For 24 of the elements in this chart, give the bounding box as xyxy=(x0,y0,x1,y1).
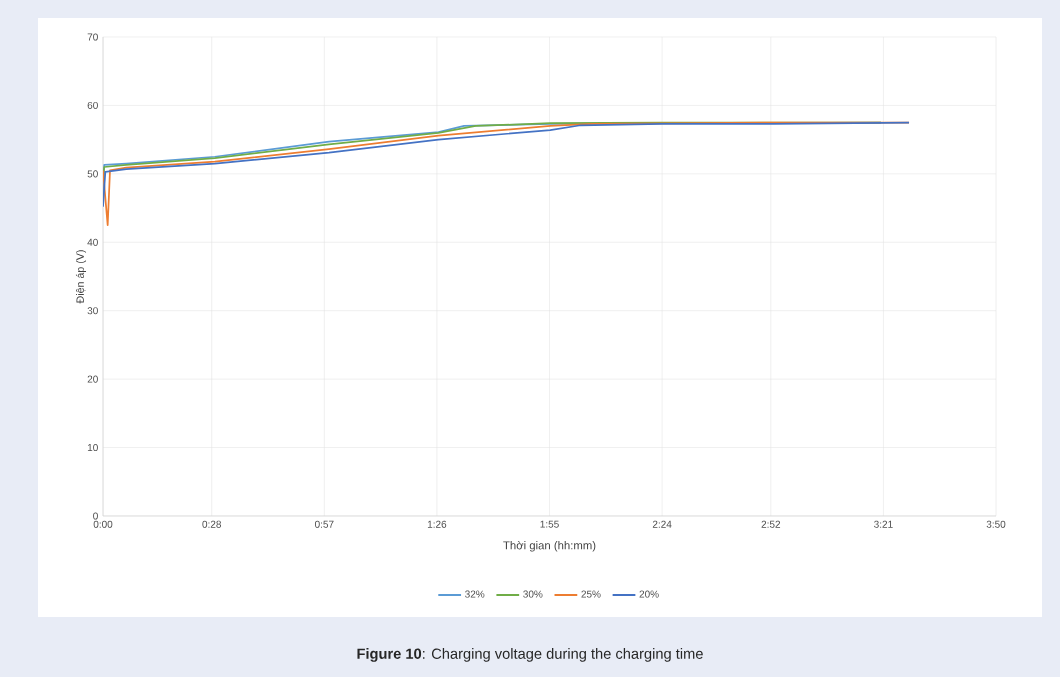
y-tick-label: 10 xyxy=(87,444,98,452)
legend-label: 30% xyxy=(523,590,543,598)
x-tick-label: 3:50 xyxy=(986,520,1006,528)
y-tick-label: 40 xyxy=(87,238,98,246)
y-tick-label: 60 xyxy=(87,101,98,109)
x-tick-label: 0:57 xyxy=(314,520,334,528)
legend-label: 20% xyxy=(639,590,659,598)
text: Figure 10: Charging voltage during the charging time xyxy=(357,648,703,662)
x-tick-label: 2:52 xyxy=(761,520,781,528)
x-axis-title: Thời gian (hh:mm) xyxy=(503,540,596,552)
y-tick-label: 70 xyxy=(87,33,98,41)
y-tick-label: 20 xyxy=(87,375,98,383)
legend-label: 25% xyxy=(581,590,601,598)
x-tick-label: 2:24 xyxy=(652,520,672,528)
legend-label: 32% xyxy=(465,590,485,598)
y-tick-label: 0 xyxy=(93,512,98,520)
x-tick-label: 1:55 xyxy=(540,520,559,528)
x-tick-label: 0:00 xyxy=(93,520,113,528)
y-axis-title: Điện áp (V) xyxy=(75,250,87,304)
y-tick-label: 30 xyxy=(87,307,98,315)
x-tick-label: 1:26 xyxy=(427,520,447,528)
x-tick-label: 3:21 xyxy=(874,520,893,528)
y-tick-label: 50 xyxy=(87,170,98,178)
x-tick-label: 0:28 xyxy=(202,520,222,528)
